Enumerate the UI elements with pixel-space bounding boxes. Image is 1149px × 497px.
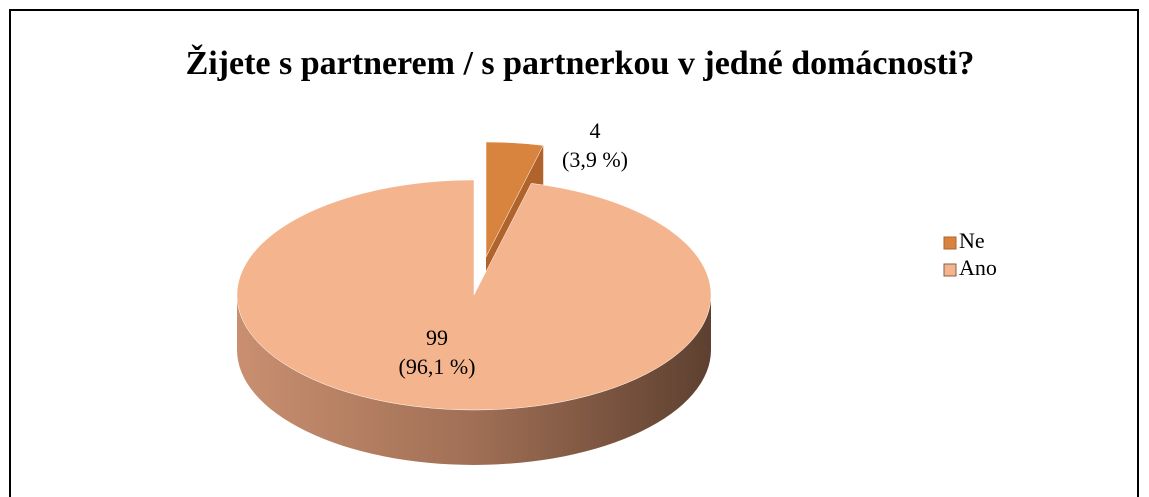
data-label-percent: (96,1 %) [399, 354, 476, 379]
data-label: 4 [590, 118, 601, 143]
slice-top [485, 141, 544, 258]
data-label-percent: (3,9 %) [562, 147, 628, 172]
chart-title: Žijete s partnerem / s partnerkou v jedn… [186, 44, 975, 82]
legend-label: Ne [959, 228, 985, 253]
slice-top [236, 179, 712, 411]
legend-label: Ano [959, 255, 997, 280]
pie-slice [236, 179, 712, 465]
data-label: 99 [426, 325, 448, 350]
slice-side [237, 295, 711, 465]
legend-swatch [943, 263, 957, 277]
legend-swatch [943, 236, 957, 250]
